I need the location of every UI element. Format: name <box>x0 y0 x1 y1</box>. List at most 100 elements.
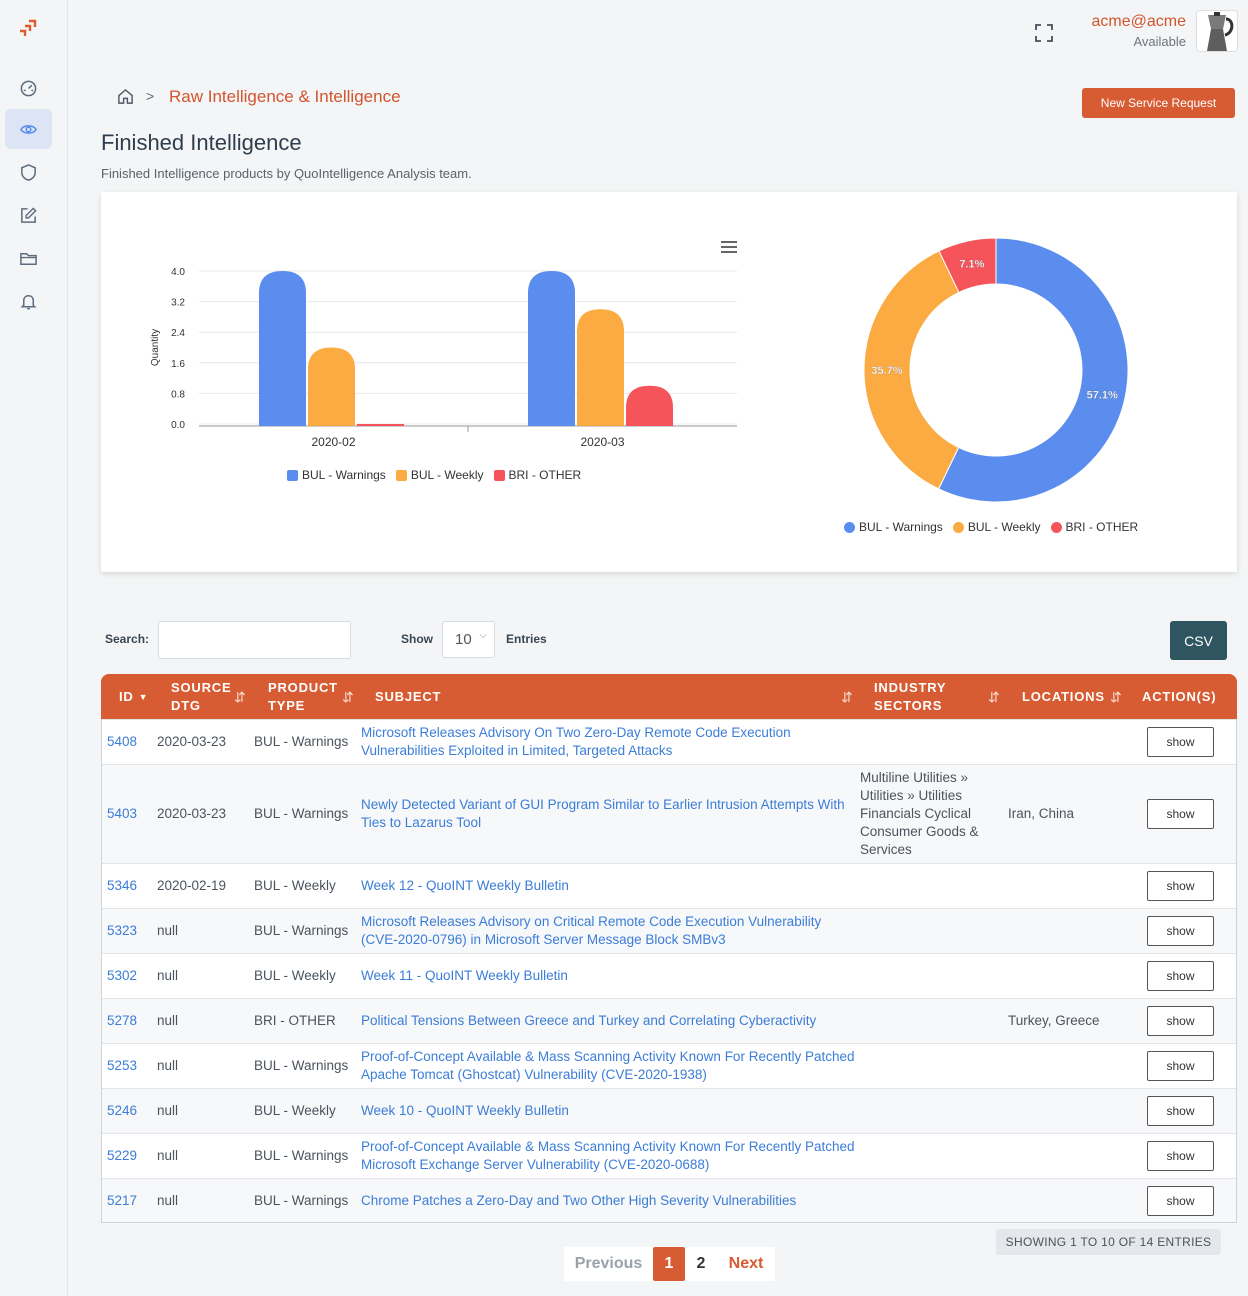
hamburger-menu-icon[interactable] <box>721 240 739 254</box>
show-button[interactable]: show <box>1147 1006 1214 1036</box>
row-subject-link[interactable]: Newly Detected Variant of GUI Program Si… <box>361 797 845 830</box>
row-subject-link[interactable]: Political Tensions Between Greece and Tu… <box>361 1013 817 1028</box>
search-input[interactable] <box>158 621 351 659</box>
row-source-dtg: null <box>157 1148 179 1163</box>
row-source-dtg: 2020-03-23 <box>157 806 227 821</box>
row-subject-link[interactable]: Week 11 - QuoINT Weekly Bulletin <box>361 968 568 983</box>
row-source-dtg: 2020-03-23 <box>157 734 227 749</box>
row-subject-link[interactable]: Chrome Patches a Zero-Day and Two Other … <box>361 1192 797 1208</box>
entries-per-page-value: 10 <box>455 631 472 648</box>
shield-icon <box>21 163 36 181</box>
legend-swatch <box>493 469 505 481</box>
legend-label: BUL - Warnings <box>859 520 943 534</box>
row-subject-link[interactable]: Week 10 - QuoINT Weekly Bulletin <box>361 1103 569 1118</box>
show-button[interactable]: show <box>1147 1141 1214 1171</box>
row-subject-link[interactable]: Week 12 - QuoINT Weekly Bulletin <box>361 878 569 893</box>
sidebar-item-dashboard[interactable] <box>5 68 52 108</box>
legend-item[interactable]: BRI - OTHER <box>1050 520 1138 534</box>
row-actions: show <box>1147 1134 1214 1178</box>
row-id-link[interactable]: 5346 <box>107 878 138 893</box>
legend-label: BRI - OTHER <box>508 468 582 482</box>
column-header-source-dtg[interactable]: SOURCE DTG <box>171 674 231 719</box>
row-source-dtg: null <box>157 1013 179 1028</box>
page-subtitle: Finished Intelligence products by QuoInt… <box>101 166 472 181</box>
sort-icon[interactable]: ⇵ <box>988 688 1001 705</box>
row-source-dtg: null <box>157 923 179 938</box>
legend-item[interactable]: BUL - Weekly <box>952 520 1041 534</box>
row-id-link[interactable]: 5246 <box>107 1103 138 1118</box>
row-id-link[interactable]: 5229 <box>107 1148 138 1163</box>
sort-icon[interactable]: ⇵ <box>1110 688 1123 705</box>
table-row: 5302 null BUL - Weekly Week 11 - QuoINT Wee… <box>102 953 1236 998</box>
bar-bul-warnings <box>528 271 575 426</box>
bar-bri-other <box>357 424 404 426</box>
show-button[interactable]: show <box>1147 1051 1214 1081</box>
bar-bul-weekly <box>577 309 624 426</box>
page-2-button[interactable]: 2 <box>696 1255 706 1272</box>
row-industry-sectors <box>860 720 1000 764</box>
show-button[interactable]: show <box>1147 727 1214 757</box>
sort-icon[interactable]: ⇵ <box>234 688 247 705</box>
sidebar-item-intelligence[interactable] <box>5 109 52 149</box>
user-name[interactable]: acme@acme <box>1091 13 1187 30</box>
column-header-id-label: ID <box>119 688 134 704</box>
table-row: 5403 2020-03-23 BUL - Warnings Newly Detect… <box>102 764 1236 863</box>
legend-item[interactable]: BRI - OTHER <box>493 468 582 482</box>
show-button[interactable]: show <box>1147 871 1214 901</box>
column-header-subject[interactable]: SUBJECT <box>375 674 441 719</box>
legend-swatch <box>287 469 298 481</box>
row-subject-link[interactable]: Microsoft Releases Advisory on Critical … <box>361 914 822 947</box>
sort-icon[interactable]: ⇵ <box>841 688 854 705</box>
home-icon[interactable] <box>117 88 134 105</box>
sidebar-item-files[interactable] <box>5 238 52 278</box>
row-id-link[interactable]: 5403 <box>107 806 138 821</box>
legend-item[interactable]: BUL - Warnings <box>287 468 386 482</box>
column-header-id[interactable]: ID ▼ <box>119 674 148 719</box>
legend-swatch <box>844 521 855 533</box>
row-id-link[interactable]: 5302 <box>107 968 138 983</box>
show-button[interactable]: show <box>1147 916 1214 946</box>
row-id-link[interactable]: 5217 <box>107 1192 138 1208</box>
chart-card: 0.0 0.8 1.6 2.4 3.2 4.0 Quantity 2020-02 2020-03… <box>101 192 1237 572</box>
sidebar-item-requests[interactable] <box>5 195 52 235</box>
previous-page-button[interactable]: Previous <box>574 1255 643 1272</box>
row-id-link[interactable]: 5408 <box>107 734 138 749</box>
sidebar-item-security[interactable] <box>5 152 52 192</box>
row-id-link[interactable]: 5253 <box>107 1058 138 1073</box>
new-service-request-button[interactable]: New Service Request <box>1082 88 1235 118</box>
row-subject-link[interactable]: Proof-of-Concept Available & Mass Scanni… <box>361 1139 855 1172</box>
breadcrumb-current[interactable]: Raw Intelligence & Intelligence <box>169 87 401 106</box>
row-subject-link[interactable]: Microsoft Releases Advisory On Two Zero-… <box>361 725 791 758</box>
intelligence-table: ID ▼ SOURCE DTG ⇵ PRODUCT TYPE ⇵ SUBJECT… <box>101 674 1237 1223</box>
legend-item[interactable]: BUL - Weekly <box>395 468 484 482</box>
csv-export-button[interactable]: CSV <box>1170 621 1227 660</box>
table-row: 5346 2020-02-19 BUL - Weekly Week 12 - QuoI… <box>102 863 1236 908</box>
row-locations: Iran, China <box>1008 806 1075 821</box>
next-page-button[interactable]: Next <box>728 1255 764 1272</box>
user-status: Available <box>1133 34 1186 49</box>
show-button[interactable]: show <box>1147 961 1214 991</box>
sort-icon[interactable]: ⇵ <box>342 688 355 705</box>
row-product-type: BUL - Warnings <box>254 806 349 821</box>
y-axis-label: Quantity <box>150 329 161 366</box>
row-id-link[interactable]: 5323 <box>107 923 138 938</box>
table-row: 5278 null BRI - OTHER Political Tensions Be… <box>102 998 1236 1043</box>
entries-per-page-select[interactable]: 10 ⌵ <box>442 621 495 658</box>
fullscreen-icon[interactable] <box>1035 24 1053 42</box>
sidebar-item-notifications[interactable] <box>5 281 52 321</box>
show-button[interactable]: show <box>1147 799 1214 829</box>
row-subject-link[interactable]: Proof-of-Concept Available & Mass Scanni… <box>361 1049 855 1082</box>
column-header-locations[interactable]: LOCATIONS <box>1022 674 1105 719</box>
page-1-button[interactable]: 1 <box>653 1247 685 1281</box>
column-header-product-type[interactable]: PRODUCT TYPE <box>268 674 338 719</box>
logo-icon[interactable] <box>17 18 39 40</box>
moon-icon[interactable] <box>102 22 122 42</box>
show-button[interactable]: show <box>1147 1185 1214 1216</box>
row-industry-sectors <box>860 864 1000 908</box>
row-id-link[interactable]: 5278 <box>107 1013 138 1028</box>
show-button[interactable]: show <box>1147 1096 1214 1126</box>
avatar[interactable] <box>1196 10 1238 52</box>
legend-label: BUL - Warnings <box>302 468 386 482</box>
column-header-industry-sectors[interactable]: INDUSTRY SECTORS <box>874 674 946 719</box>
legend-item[interactable]: BUL - Warnings <box>844 520 943 534</box>
